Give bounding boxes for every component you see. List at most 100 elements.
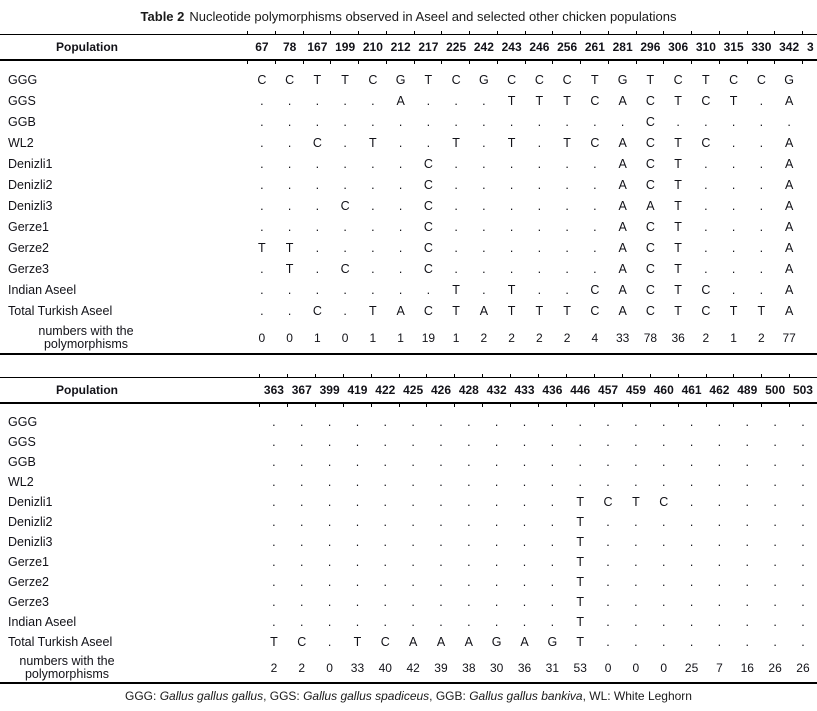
nucleotide-cell: T: [353, 635, 362, 649]
nucleotide-cell: .: [355, 455, 360, 469]
nucleotide-cell: .: [272, 515, 276, 529]
nucleotide-cell: .: [411, 555, 415, 569]
nucleotide-cell: .: [327, 595, 332, 609]
nucleotide-cell: .: [550, 415, 555, 429]
position-column-header: 225: [446, 40, 467, 54]
nucleotide-cell: .: [661, 475, 666, 489]
nucleotide-cell: .: [467, 535, 471, 549]
nucleotide-cell: C: [645, 93, 655, 108]
nucleotide-cell: C: [603, 495, 613, 509]
nucleotide-cell: .: [717, 495, 722, 509]
species-name: Gallus gallus bankiva: [469, 689, 583, 703]
population-row: Indian Aseel....... T. T.. C A C T C.. A: [0, 279, 817, 300]
column-divider-ticks: [0, 61, 817, 64]
nucleotide-cell: .: [745, 475, 749, 489]
nucleotide-cell: .: [661, 575, 666, 589]
tick-cell: [720, 31, 748, 34]
nucleotide-cell: .: [773, 415, 777, 429]
nucleotide-cell: .: [327, 435, 332, 449]
nucleotide-cell: .: [272, 435, 276, 449]
position-column-header: 432: [486, 383, 507, 397]
nucleotide-cell: .: [355, 595, 360, 609]
nucleotide-cell: .: [661, 435, 666, 449]
count-cell: 40: [378, 661, 392, 675]
nucleotide-cell: .: [689, 595, 694, 609]
nucleotide-cell: .: [343, 219, 347, 234]
nucleotide-cell: .: [773, 635, 777, 649]
tick-cell: [581, 31, 609, 34]
polymorphism-counts-row: numbers with the polymorphisms 2 2 0 33 40 42 39…: [0, 654, 817, 682]
population-row: Indian Aseel........... T........: [0, 612, 817, 632]
count-cell: 4: [591, 331, 599, 345]
nucleotide-cell: T: [563, 303, 571, 318]
nucleotide-cell: .: [731, 177, 736, 192]
nucleotide-cell: .: [801, 475, 805, 489]
nucleotide-cell: .: [398, 282, 403, 297]
nucleotide-cell: .: [371, 177, 375, 192]
polymorphism-table-positions-363-503: Population 363 367 399 419 422 425 426 428 432 433…: [0, 374, 817, 684]
population-row-label: Denizli2: [8, 515, 53, 529]
nucleotide-cell: .: [439, 455, 443, 469]
tick-cell: [707, 374, 735, 377]
nucleotide-cell: .: [287, 177, 292, 192]
count-cell: 2: [702, 331, 710, 345]
nucleotide-cell: .: [371, 219, 375, 234]
counts-label-line1: numbers with the: [19, 654, 115, 668]
count-cell: 36: [517, 661, 532, 675]
nucleotide-cell: C: [297, 635, 307, 649]
nucleotide-cell: .: [355, 515, 360, 529]
tick-cell: [344, 374, 372, 377]
count-cell: 31: [545, 661, 560, 675]
nucleotide-cell: C: [423, 240, 433, 255]
nucleotide-cell: .: [272, 495, 276, 509]
position-column-header: 457: [598, 383, 619, 397]
nucleotide-cell: .: [260, 93, 264, 108]
nucleotide-cell: .: [606, 635, 610, 649]
polymorphism-counts-row: numbers with the polymorphisms 0 0 1 0 1 1 19 1 2 2…: [0, 323, 817, 353]
nucleotide-cell: .: [383, 595, 388, 609]
nucleotide-cell: .: [371, 240, 375, 255]
position-column-header: 428: [458, 383, 479, 397]
nucleotide-cell: .: [439, 575, 443, 589]
nucleotide-cell: C: [645, 282, 655, 297]
nucleotide-cell: .: [689, 415, 694, 429]
count-cell: 33: [350, 661, 365, 675]
nucleotide-cell: .: [411, 575, 415, 589]
nucleotide-cell: A: [479, 303, 489, 318]
tick-cell: [748, 31, 776, 34]
nucleotide-cell: .: [606, 615, 610, 629]
nucleotide-cell: C: [701, 135, 711, 150]
population-row: Gerze1........... T........: [0, 552, 817, 572]
tick-cell: [692, 31, 720, 34]
nucleotide-cell: .: [454, 198, 458, 213]
nucleotide-cell: .: [565, 156, 569, 171]
nucleotide-cell: C: [380, 635, 390, 649]
nucleotide-cell: T: [674, 135, 682, 150]
nucleotide-cell: .: [482, 261, 486, 276]
nucleotide-cell: A: [396, 93, 405, 108]
tick-cell: [651, 404, 679, 407]
nucleotide-cell: C: [645, 156, 655, 171]
nucleotide-cell: .: [398, 156, 403, 171]
nucleotide-cell: C: [645, 135, 655, 150]
nucleotide-cell: .: [383, 535, 388, 549]
nucleotide-cell: .: [634, 415, 638, 429]
nucleotide-cell: .: [467, 475, 471, 489]
nucleotide-cell: .: [315, 114, 320, 129]
nucleotide-cell: T: [646, 72, 655, 87]
nucleotide-cell: T: [507, 135, 516, 150]
nucleotide-cell: .: [287, 282, 292, 297]
nucleotide-cell: .: [787, 114, 791, 129]
tick-cell: [790, 404, 817, 407]
nucleotide-cell: C: [645, 177, 655, 192]
nucleotide-cell: .: [689, 615, 694, 629]
nucleotide-cell: .: [801, 615, 805, 629]
nucleotide-cell: .: [383, 495, 388, 509]
nucleotide-cell: .: [593, 261, 597, 276]
tick-cell: [526, 61, 554, 64]
nucleotide-cell: T: [702, 72, 710, 87]
nucleotide-cell: .: [565, 240, 569, 255]
position-column-header: 433: [514, 383, 535, 397]
nucleotide-cell: .: [759, 219, 764, 234]
table-footnote: GGG: Gallus gallus gallus, GGS: Gallus g…: [0, 689, 817, 703]
